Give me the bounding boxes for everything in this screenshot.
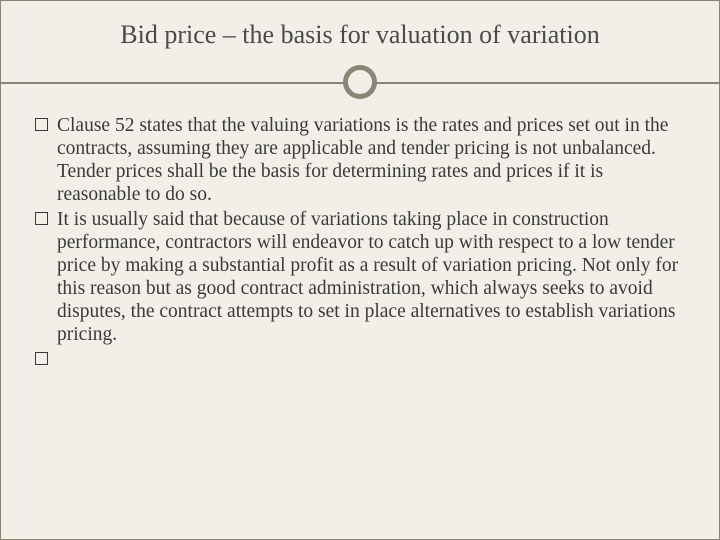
title-divider: [35, 60, 685, 104]
square-bullet-icon: [35, 212, 48, 225]
slide-title: Bid price – the basis for valuation of v…: [35, 19, 685, 50]
bullet-item: Clause 52 states that the valuing variat…: [35, 114, 685, 206]
square-bullet-icon: [35, 118, 48, 131]
bullet-text: Clause 52 states that the valuing variat…: [57, 115, 668, 205]
slide: Bid price – the basis for valuation of v…: [0, 0, 720, 540]
divider-circle-icon: [343, 65, 377, 99]
bullet-item: It is usually said that because of varia…: [35, 208, 685, 346]
square-bullet-icon: [35, 352, 48, 365]
slide-body: Clause 52 states that the valuing variat…: [35, 114, 685, 346]
bullet-text: It is usually said that because of varia…: [57, 209, 678, 345]
